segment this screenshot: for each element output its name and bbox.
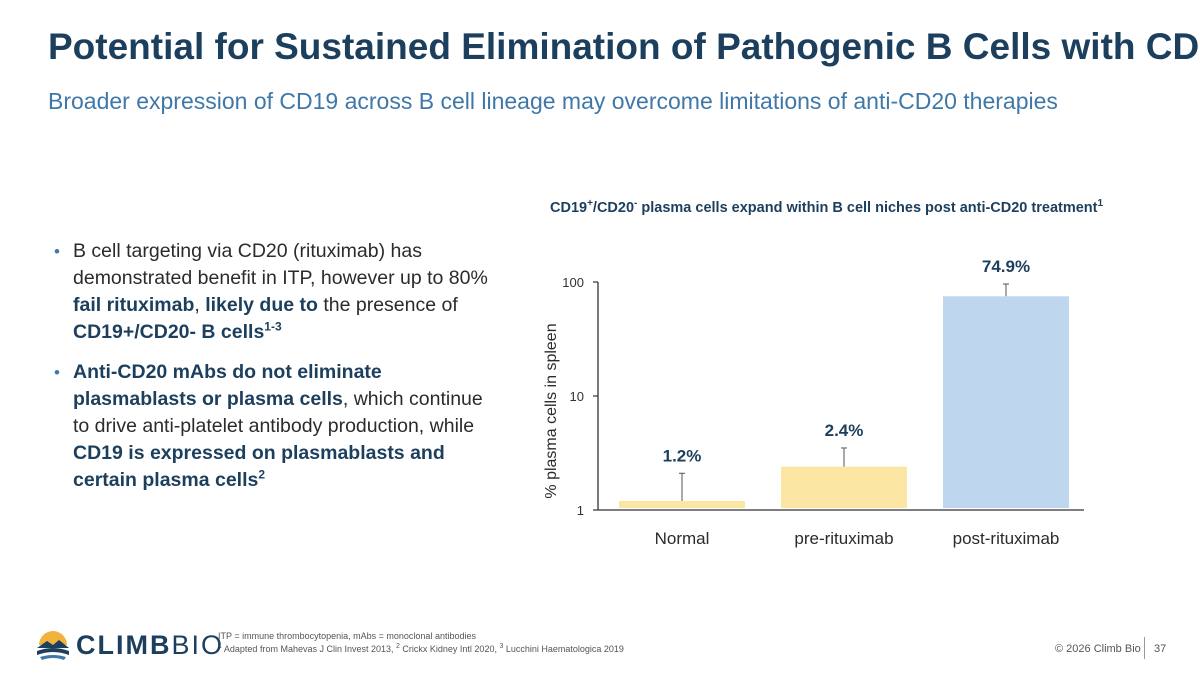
footnote-text-part: 3 [499,643,504,650]
bullet-list: • B cell targeting via CD20 (rituximab) h… [52,238,492,507]
chart-title-text-part: plasma cells expand within B cell niches… [637,200,1098,216]
bullet-text-part: Anti-CD20 mAbs do not eliminate plasmabl… [73,361,382,410]
x-tick-label: post-rituximab [953,529,1060,548]
footnote-text-part: 2 [396,643,400,650]
bar [619,500,745,508]
bar [781,466,907,508]
bullet-text-part: fail rituximab [73,294,195,316]
bullet-dot-icon: • [54,242,60,261]
slide-title: Potential for Sustained Elimination of P… [48,26,1200,67]
bullet-text-part: the presence of [317,294,458,316]
bullet-text-part: , which continue to drive anti-platelet … [73,388,483,437]
data-label: 74.9% [982,257,1030,276]
slide-subtitle: Broader expression of CD19 across B cell… [48,88,1058,114]
mountain-sun-logo-icon [37,631,69,660]
y-tick-label: 1 [577,503,584,518]
y-axis-label: % plasma cells in spleen [543,323,560,498]
bullet-item: • B cell targeting via CD20 (rituximab) h… [52,238,492,346]
y-tick-label: 10 [570,389,584,404]
logo-wordmark: CLIMBBIO [76,630,224,661]
footnote-text-part: Adapted from Mahevas J Clin Invest 2013, [221,644,396,654]
chart-title-text-part: + [587,198,593,210]
chart-title-text-part: 1 [1097,198,1104,210]
bullet-item: • Anti-CD20 mAbs do not eliminate plasmab… [52,359,492,494]
x-tick-label: Normal [655,529,710,548]
bullet-text-part: B cell targeting via CD20 (rituximab) ha… [73,240,488,289]
footnote-text-part: 1 [218,643,222,650]
logo-word-climb: CLIMB [76,629,172,660]
chart-title-text-part: - [634,198,638,210]
bar-chart: 1 10 100 % plasma cells in spleen 1.2% Normal… [543,257,1084,548]
bar [943,296,1069,508]
bullet-text-part: , [194,294,206,316]
footnote-abbreviations: ITP = immune thrombocytopenia, mAbs = mo… [218,631,476,641]
copyright: © 2026 Climb Bio [1055,643,1141,655]
bullet-text-part: CD19 is expressed on plasmablasts and ce… [73,442,445,491]
y-tick-label: 100 [562,275,584,290]
chart-title-text-part: CD19 [550,200,588,216]
logo-word-bio: BIO [171,629,224,660]
bullet-text-part: CD19+/CD20- B cells [73,321,265,343]
bullet-text-part: 2 [258,467,266,482]
chart-title: CD19+/CD20- plasma cells expand within B… [550,198,1104,216]
footnote-references: 1 Adapted from Mahevas J Clin Invest 201… [218,643,624,656]
climb-bio-logo: CLIMBBIO [36,628,224,662]
footer-divider [1144,637,1145,659]
bullet-text-part: likely due to [205,294,318,316]
data-label: 1.2% [663,446,702,465]
chart-title-text-part: /CD20 [592,200,635,216]
footnotes: ITP = immune thrombocytopenia, mAbs = mo… [218,630,624,656]
footnote-text-part: Crickx Kidney Intl 2020, [399,644,500,654]
data-label: 2.4% [825,421,864,440]
page-number: 37 [1154,643,1167,655]
bullet-dot-icon: • [54,363,60,382]
footnote-text-part: Lucchini Haematologica 2019 [503,644,624,654]
x-tick-label: pre-rituximab [794,529,893,548]
bullet-text-part: 1-3 [264,319,282,334]
